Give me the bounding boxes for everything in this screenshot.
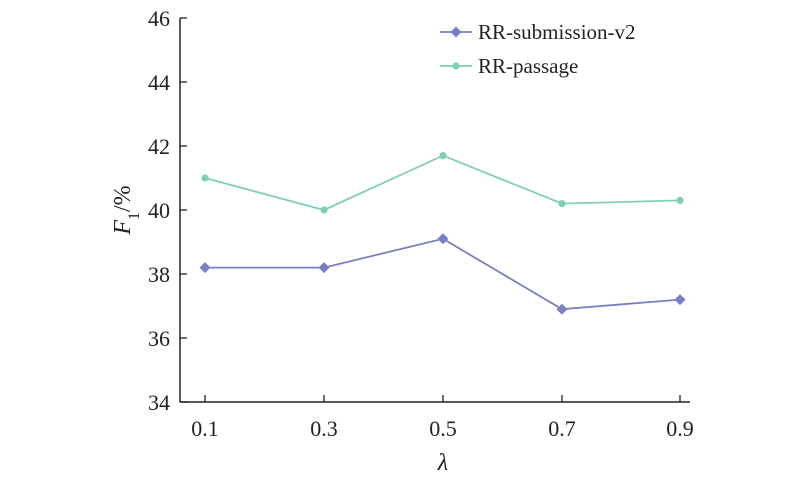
data-point [676, 196, 684, 204]
y-tick-label: 46 [148, 6, 170, 31]
y-tick-label: 34 [148, 390, 170, 415]
x-ticks: 0.1 0.3 0.5 0.7 0.9 [191, 395, 694, 441]
y-ticks: 34 36 38 40 42 44 46 [148, 6, 187, 415]
legend-item: RR-passage [440, 54, 578, 78]
series-line [204, 154, 681, 211]
legend: RR-submission-v2 RR-passage [440, 20, 636, 78]
x-tick-label: 0.3 [310, 416, 338, 441]
x-tick-label: 0.9 [666, 416, 694, 441]
series-layer [199, 152, 686, 315]
data-point [201, 174, 209, 182]
x-tick-label: 0.5 [429, 416, 457, 441]
y-axis-label-suffix: /% [110, 185, 136, 212]
data-point [199, 262, 211, 274]
series-2 [201, 152, 684, 214]
legend-label: RR-submission-v2 [478, 20, 636, 44]
x-tick-label: 0.1 [191, 416, 219, 441]
legend-label: RR-passage [478, 54, 578, 78]
data-point [558, 200, 566, 208]
y-tick-label: 38 [148, 262, 170, 287]
y-axis-label-subscript: 1 [126, 212, 143, 220]
x-tick-label: 0.7 [548, 416, 576, 441]
y-axis-label: F1/% [110, 185, 143, 235]
data-point [556, 303, 568, 315]
series-line [205, 237, 681, 311]
y-tick-label: 40 [148, 198, 170, 223]
legend-swatch-marker [452, 62, 460, 70]
series-1 [199, 233, 686, 315]
y-axis-label-main: F [110, 220, 136, 236]
y-tick-label: 36 [148, 326, 170, 351]
x-axis-label: λ [437, 450, 448, 476]
data-point [320, 206, 328, 214]
legend-item: RR-submission-v2 [440, 20, 636, 44]
data-point [318, 262, 330, 274]
y-tick-label: 44 [148, 70, 170, 95]
data-point [674, 294, 686, 306]
data-point [437, 233, 449, 245]
legend-swatch-marker [450, 26, 462, 38]
data-point [439, 152, 447, 160]
y-tick-label: 42 [148, 134, 170, 159]
